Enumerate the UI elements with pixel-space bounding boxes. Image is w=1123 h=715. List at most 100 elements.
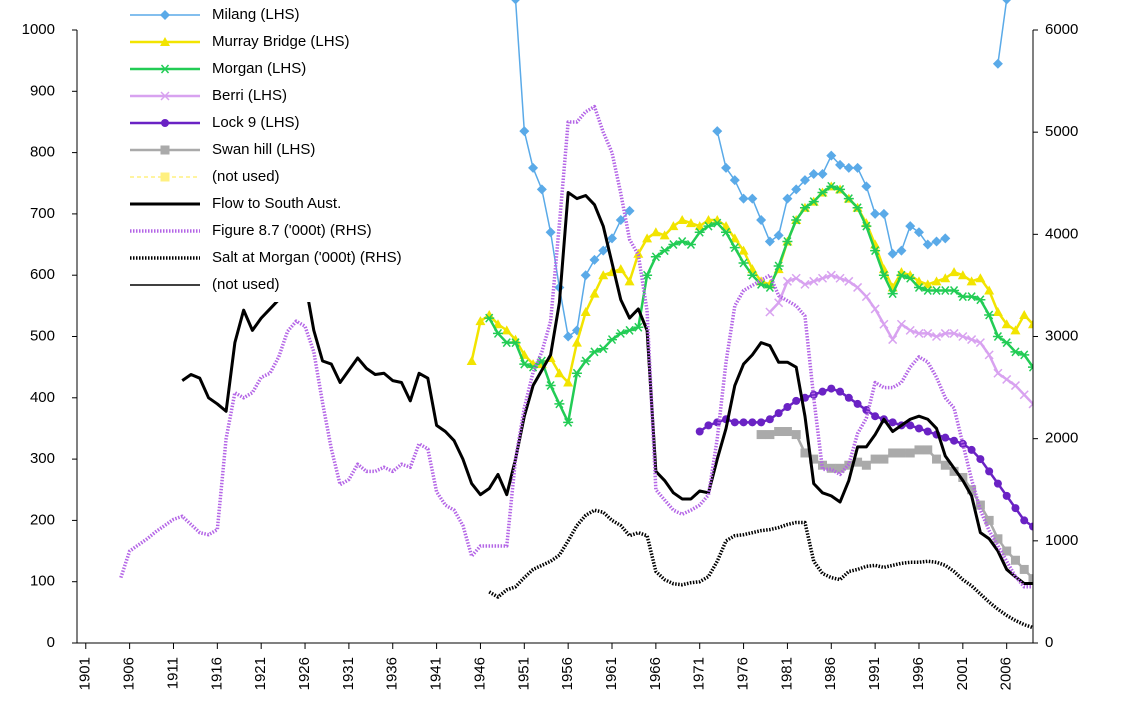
marker xyxy=(484,313,495,323)
legend-label: Flow to South Aust. xyxy=(212,195,341,212)
marker xyxy=(668,221,679,231)
marker xyxy=(931,276,942,286)
marker xyxy=(730,418,739,427)
marker xyxy=(887,289,898,299)
marker xyxy=(747,270,758,280)
marker xyxy=(685,218,696,228)
y-tick-label: 400 xyxy=(30,389,55,406)
marker xyxy=(729,233,740,243)
marker xyxy=(914,445,924,455)
y2-tick-label: 0 xyxy=(1045,634,1053,651)
marker xyxy=(922,286,933,296)
marker xyxy=(1010,325,1021,335)
legend-label: (not used) xyxy=(212,276,280,293)
marker xyxy=(861,460,871,470)
marker xyxy=(774,427,784,437)
marker xyxy=(492,319,503,329)
series-line xyxy=(119,104,1033,589)
marker xyxy=(799,175,810,186)
marker xyxy=(721,162,732,173)
marker xyxy=(589,254,600,265)
marker xyxy=(835,159,846,170)
marker xyxy=(703,215,714,225)
marker xyxy=(782,193,793,204)
marker xyxy=(853,282,863,292)
x-tick-label: 1906 xyxy=(121,657,138,690)
marker xyxy=(870,246,881,256)
marker xyxy=(957,292,968,302)
marker xyxy=(861,181,872,192)
marker xyxy=(984,285,995,295)
y-tick-label: 800 xyxy=(30,144,55,161)
marker xyxy=(633,322,644,332)
marker xyxy=(835,273,845,283)
marker xyxy=(1010,555,1020,565)
marker xyxy=(992,58,1003,69)
marker xyxy=(519,359,530,369)
marker xyxy=(844,393,853,402)
x-tick-label: 1996 xyxy=(910,657,927,690)
marker xyxy=(492,328,503,338)
marker xyxy=(510,334,521,344)
marker xyxy=(650,227,661,237)
marker xyxy=(774,409,783,418)
marker xyxy=(949,328,959,338)
marker xyxy=(888,448,898,458)
marker xyxy=(975,273,986,283)
marker xyxy=(615,215,626,226)
marker xyxy=(607,335,618,345)
marker xyxy=(650,252,661,262)
marker xyxy=(992,332,1003,341)
marker xyxy=(757,418,766,427)
marker xyxy=(528,162,539,173)
marker xyxy=(712,215,723,225)
marker xyxy=(835,184,846,194)
marker xyxy=(677,215,688,225)
y2-tick-label: 1000 xyxy=(1045,532,1078,549)
y-tick-label: 700 xyxy=(30,205,55,222)
marker xyxy=(817,187,828,197)
marker xyxy=(896,270,907,280)
y-tick-label: 100 xyxy=(30,573,55,590)
marker xyxy=(484,310,495,320)
y2-tick-label: 3000 xyxy=(1045,327,1078,344)
marker xyxy=(906,421,915,430)
marker xyxy=(993,368,1003,378)
marker xyxy=(826,463,836,473)
marker xyxy=(589,347,600,357)
marker xyxy=(1001,338,1012,348)
x-tick-label: 1936 xyxy=(384,657,401,690)
series-line xyxy=(488,508,1033,630)
marker xyxy=(809,276,819,286)
legend-label: Morgan (LHS) xyxy=(212,60,306,77)
marker xyxy=(580,306,591,316)
marker xyxy=(809,390,818,399)
y-tick-label: 1000 xyxy=(22,21,55,38)
marker xyxy=(554,399,565,409)
marker xyxy=(950,436,959,445)
y-tick-label: 0 xyxy=(47,634,55,651)
marker xyxy=(501,338,512,348)
marker xyxy=(800,279,810,289)
y-tick-label: 300 xyxy=(30,450,55,467)
marker xyxy=(703,221,714,231)
marker xyxy=(993,534,1003,544)
x-tick-label: 1976 xyxy=(735,657,752,690)
marker xyxy=(966,276,977,286)
marker xyxy=(783,402,792,411)
x-tick-label: 1961 xyxy=(603,657,620,690)
marker xyxy=(161,119,169,127)
marker xyxy=(695,427,704,436)
marker xyxy=(967,445,976,454)
marker xyxy=(729,243,740,253)
marker xyxy=(659,246,670,256)
y-tick-label: 900 xyxy=(30,82,55,99)
marker xyxy=(940,233,951,244)
marker xyxy=(826,270,836,280)
marker xyxy=(160,64,170,74)
marker xyxy=(475,316,486,326)
x-tick-label: 1921 xyxy=(252,657,269,690)
marker xyxy=(1011,504,1020,513)
marker xyxy=(896,245,907,256)
marker xyxy=(941,433,950,442)
